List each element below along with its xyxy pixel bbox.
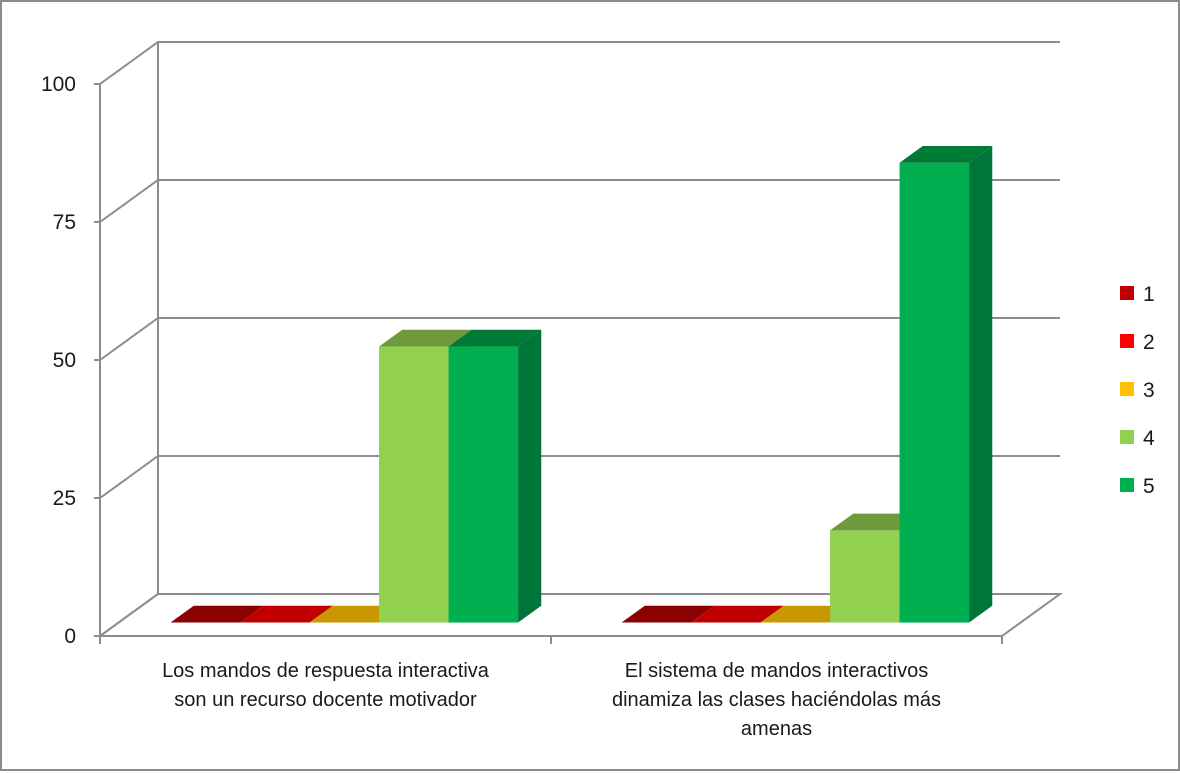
bar-side — [518, 329, 542, 623]
bar-front — [448, 346, 519, 623]
y-axis-ticks: 0 25 50 75 100 — [41, 73, 100, 648]
legend-label: 5 — [1143, 475, 1155, 498]
y-tick-label: 0 — [64, 625, 76, 648]
bar-top — [899, 145, 993, 163]
legend-label: 3 — [1143, 379, 1155, 402]
bar-top — [240, 605, 333, 623]
bar-front — [899, 162, 970, 623]
legend-label: 1 — [1143, 283, 1155, 306]
legend-swatch — [1120, 430, 1134, 444]
legend-swatch — [1120, 334, 1134, 348]
x-category-label-line: Los mandos de respuesta interactiva — [162, 660, 490, 682]
x-category-label-line: amenas — [741, 718, 812, 740]
y-tick-label: 75 — [53, 211, 76, 234]
bar-series-5-cat-2 — [899, 145, 993, 623]
bar-top — [170, 605, 264, 623]
gridline — [99, 179, 1060, 223]
legend: 1 2 3 4 5 — [1120, 283, 1155, 498]
bar-series-1-cat-1 — [170, 605, 264, 623]
bar-top — [621, 605, 715, 623]
legend-label: 4 — [1143, 427, 1155, 450]
bar-front — [830, 530, 900, 623]
x-category-label: Los mandos de respuesta interactiva son u… — [162, 660, 490, 711]
bar-series-2-cat-1 — [240, 605, 333, 623]
x-axis-labels: Los mandos de respuesta interactiva son u… — [162, 660, 941, 740]
bar-series-5-cat-1 — [448, 329, 542, 623]
bar-side — [969, 145, 993, 623]
bar-front — [379, 346, 449, 623]
x-category-label-line: El sistema de mandos interactivos — [625, 660, 928, 682]
legend-swatch — [1120, 382, 1134, 396]
legend-swatch — [1120, 286, 1134, 300]
gridline — [99, 317, 1060, 361]
y-tick-label: 50 — [53, 349, 76, 372]
floor-outline — [96, 593, 1064, 637]
y-tick-label: 25 — [53, 487, 76, 510]
bars — [170, 145, 993, 623]
bar-series-2-cat-2 — [691, 605, 784, 623]
x-category-label: El sistema de mandos interactivos dinamiz… — [612, 660, 941, 740]
x-category-label-line: son un recurso docente motivador — [174, 689, 477, 711]
legend-swatch — [1120, 478, 1134, 492]
bar-series-1-cat-2 — [621, 605, 715, 623]
x-category-label-line: dinamiza las clases haciéndolas más — [612, 689, 941, 711]
bar-top — [691, 605, 784, 623]
bar-top — [448, 329, 542, 347]
gridline — [99, 41, 1060, 85]
legend-label: 2 — [1143, 331, 1155, 354]
gridline — [99, 455, 1060, 499]
bar-top — [379, 329, 472, 347]
y-tick-label: 100 — [41, 73, 76, 96]
chart-floor — [96, 593, 1064, 644]
